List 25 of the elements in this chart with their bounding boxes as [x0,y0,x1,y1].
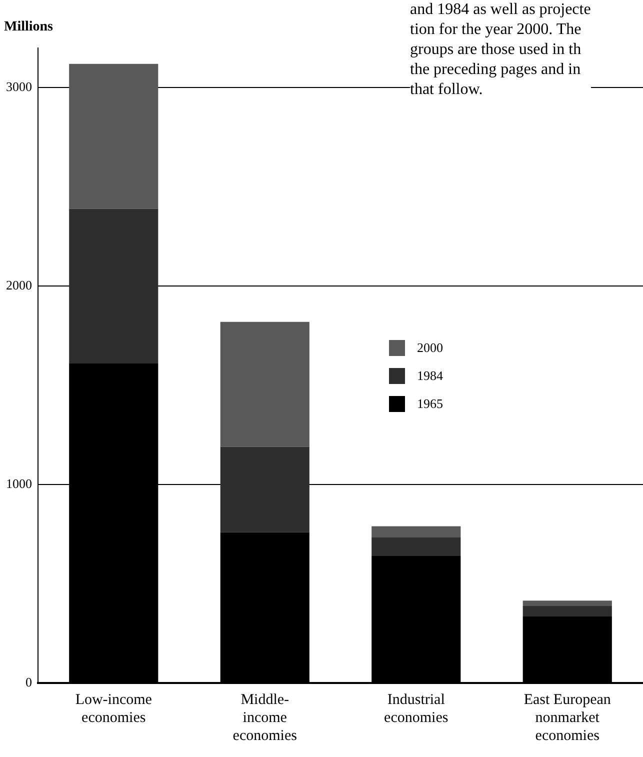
x-tick-label: Industrial economies [384,692,448,726]
x-tick-label: Middle- income economies [232,692,298,744]
annotation: groups are those used in th [410,40,582,60]
bar [372,537,461,556]
bar [522,600,612,606]
x-tick-label: East European nonmarket economies [524,692,612,744]
annotation: the preceding pages and in [410,60,582,80]
x-tick-label: Low-income economies [75,692,152,726]
bar [69,208,158,364]
annotation: that follow. [410,80,484,100]
bar [69,64,158,209]
legend-label: 1984 [417,368,443,384]
y-axis-title: Millions [4,20,54,35]
bar [220,446,310,532]
text: and 1984 as well as projecte [410,0,591,20]
y-tick-label: 1000 [6,476,32,491]
bar [522,606,612,617]
y-tick-label: 3000 [6,79,32,94]
legend-label: 2000 [417,340,443,356]
bar [372,526,461,538]
bar [220,322,310,447]
y-tick-label: 2000 [6,278,32,293]
legend-label: 1965 [417,396,443,412]
y-tick-label: 0 [26,674,32,690]
text: tion for the year 2000. The [410,20,582,40]
